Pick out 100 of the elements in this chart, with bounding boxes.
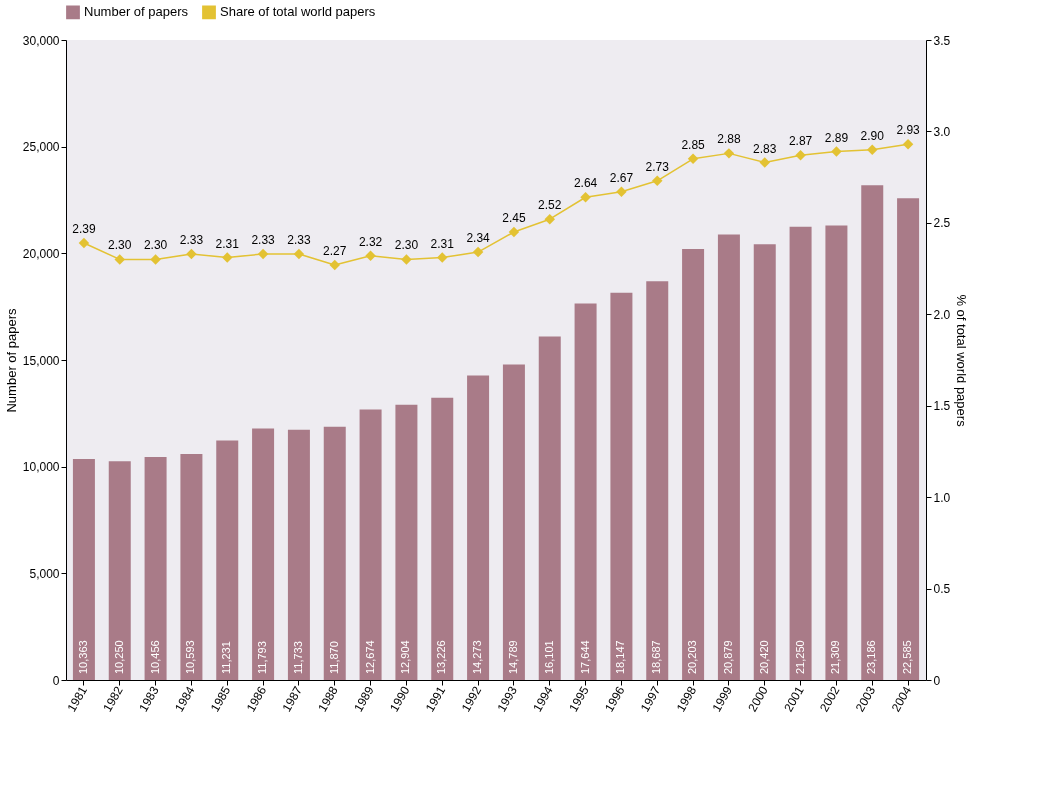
y-tick-label: 30,000 <box>22 33 60 48</box>
point <box>114 254 125 265</box>
bar <box>323 426 346 680</box>
y2-tick-label: 1.0 <box>933 490 951 505</box>
bar <box>789 226 812 680</box>
point <box>222 252 233 263</box>
point <box>329 259 340 271</box>
data-label: 2.27 <box>323 243 347 258</box>
data-label: 11,870 <box>327 641 340 674</box>
data-label: 13,226 <box>435 640 448 674</box>
y-tick-label: 25,000 <box>22 140 60 155</box>
data-label: 2.67 <box>609 170 634 185</box>
data-label: 17,644 <box>578 640 591 674</box>
point <box>795 149 806 161</box>
bar <box>753 244 776 680</box>
point <box>78 237 90 249</box>
bar <box>180 454 203 680</box>
legend-label: Number of papers <box>84 4 189 20</box>
point <box>437 252 448 263</box>
bar <box>502 364 525 680</box>
data-label: 2.83 <box>753 141 777 156</box>
data-label: 12,674 <box>363 640 376 674</box>
y-axis-title: Number of papers <box>3 307 19 413</box>
data-label: 11,793 <box>256 641 269 674</box>
y2-tick-label: 1.5 <box>933 399 951 414</box>
bar <box>861 185 884 680</box>
bar <box>467 375 490 680</box>
y-tick-label: 15,000 <box>22 353 60 368</box>
bar <box>287 429 310 680</box>
y2-tick-label: 0 <box>933 673 941 688</box>
point <box>616 186 627 198</box>
y-tick-label: 20,000 <box>22 246 60 261</box>
data-label: 22,585 <box>901 640 914 674</box>
data-label: 12,904 <box>399 640 412 674</box>
data-label: 14,789 <box>506 640 519 674</box>
data-label: 2.31 <box>430 236 455 251</box>
point <box>186 248 197 260</box>
data-label: 2.30 <box>108 238 132 253</box>
data-label: 2.93 <box>896 123 921 138</box>
data-label: 2.33 <box>251 232 276 247</box>
data-label: 23,186 <box>865 640 878 674</box>
point <box>652 175 663 187</box>
data-label: 10,250 <box>112 640 125 674</box>
data-label: 10,363 <box>76 640 89 674</box>
bar <box>359 409 382 680</box>
y2-tick-label: 2.0 <box>933 307 951 322</box>
bar <box>610 292 633 680</box>
data-label: 2.33 <box>287 232 311 247</box>
data-label: 2.90 <box>860 128 885 143</box>
bar <box>252 428 275 680</box>
bar <box>646 281 669 680</box>
point <box>867 144 878 155</box>
data-label: 2.30 <box>394 238 419 253</box>
data-label: 2.31 <box>215 236 240 251</box>
y-tick-label: 10,000 <box>22 460 60 475</box>
bar <box>538 336 561 680</box>
y2-tick-label: 2.5 <box>933 216 951 231</box>
data-label: 18,687 <box>650 640 663 674</box>
point <box>831 146 842 157</box>
point <box>365 250 376 262</box>
data-label: 16,101 <box>542 640 555 674</box>
legend-label: Share of total world papers <box>220 4 376 20</box>
y2-axis-title: % of total world papers <box>954 294 970 428</box>
data-label: 2.89 <box>824 130 849 145</box>
data-label: 10,593 <box>184 640 197 674</box>
y-tick-label: 5,000 <box>29 566 60 581</box>
data-label: 20,879 <box>721 640 734 674</box>
point <box>544 213 555 225</box>
data-label: 2.45 <box>502 211 526 225</box>
bar <box>574 303 597 680</box>
point <box>293 248 305 260</box>
point <box>508 226 520 238</box>
data-label: 2.52 <box>538 198 562 213</box>
data-label: 2.85 <box>681 137 706 152</box>
data-label: 11,733 <box>291 641 304 674</box>
data-label: 11,231 <box>220 641 233 674</box>
bar <box>144 456 167 680</box>
data-label: 2.87 <box>788 134 813 149</box>
data-label: 2.39 <box>72 221 96 236</box>
data-label: 2.64 <box>573 176 598 191</box>
point <box>723 148 735 159</box>
data-label: 2.88 <box>717 132 741 147</box>
bar <box>717 234 740 680</box>
data-label: 21,250 <box>793 640 806 674</box>
y2-tick-label: 3.0 <box>933 124 951 139</box>
bar <box>395 404 418 680</box>
bar <box>108 461 131 680</box>
data-label: 20,203 <box>686 640 699 674</box>
data-label: 2.34 <box>466 231 491 246</box>
bar <box>682 249 705 680</box>
data-label: 20,420 <box>757 640 770 674</box>
bar <box>431 397 454 680</box>
data-label: 2.73 <box>645 159 670 174</box>
point <box>902 138 914 150</box>
y2-tick-label: 3.5 <box>933 33 951 48</box>
data-label: 2.32 <box>358 234 383 249</box>
data-label: 2.30 <box>143 238 168 253</box>
point <box>759 157 770 168</box>
point <box>472 246 484 258</box>
point <box>687 153 699 165</box>
